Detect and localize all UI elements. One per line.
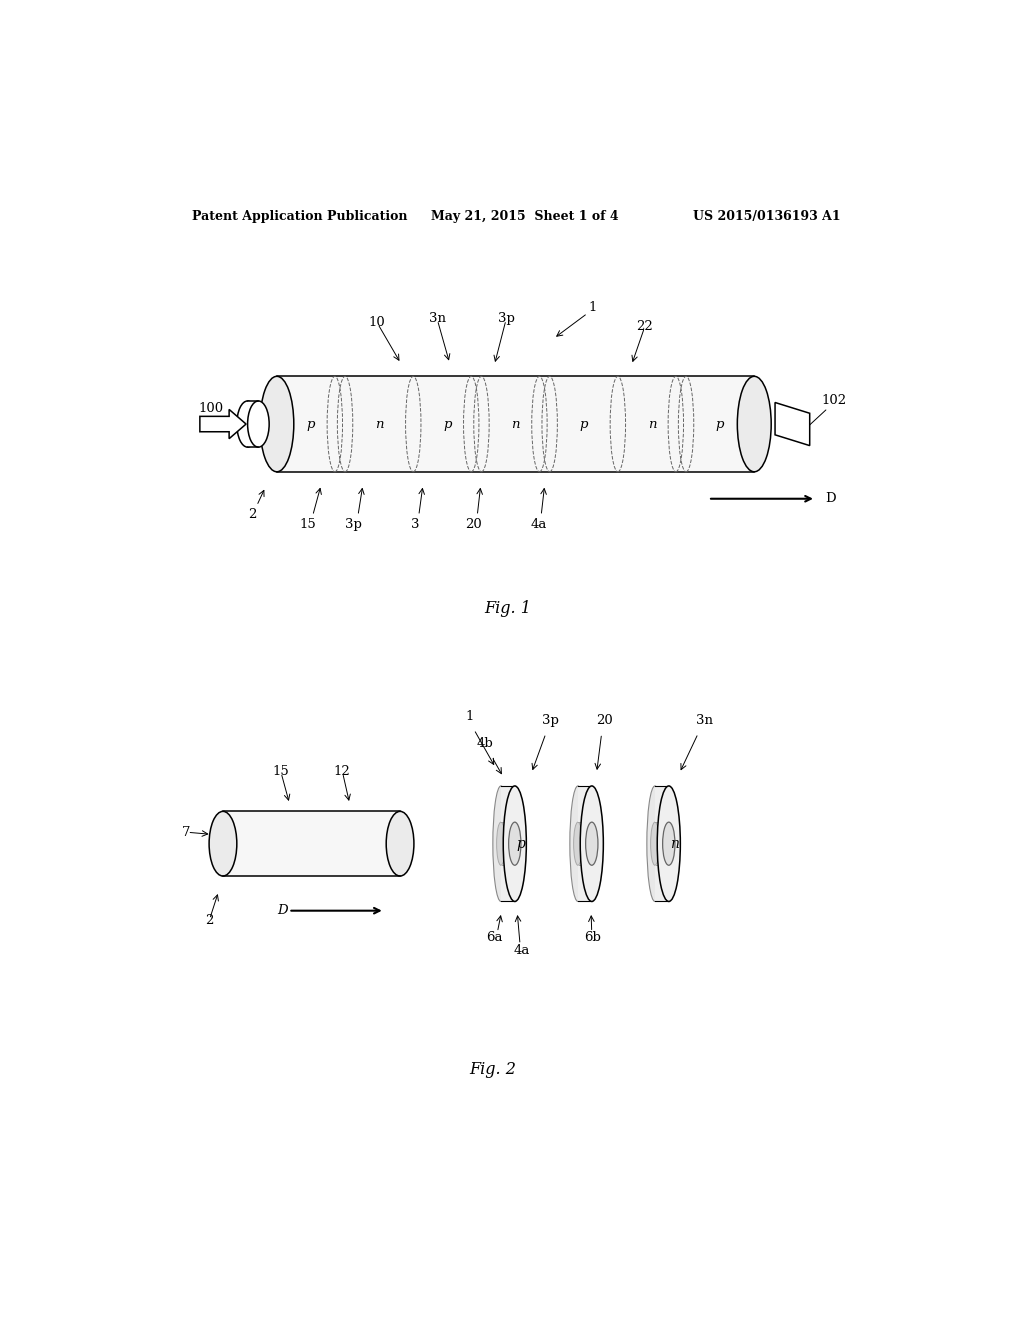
Text: 4b: 4b xyxy=(476,738,494,751)
Text: 4a: 4a xyxy=(513,944,529,957)
Text: 100: 100 xyxy=(198,403,223,416)
Text: Patent Application Publication: Patent Application Publication xyxy=(193,210,408,223)
Text: 2: 2 xyxy=(248,508,256,520)
Text: 3p: 3p xyxy=(498,312,515,325)
Bar xyxy=(501,785,515,822)
Ellipse shape xyxy=(497,822,505,866)
Polygon shape xyxy=(775,403,810,446)
Text: Fig. 1: Fig. 1 xyxy=(484,601,531,618)
Text: n: n xyxy=(375,417,383,430)
Text: 2: 2 xyxy=(205,915,213,927)
Ellipse shape xyxy=(248,401,269,447)
Ellipse shape xyxy=(260,376,294,471)
Text: 4a: 4a xyxy=(530,517,547,531)
Bar xyxy=(655,785,669,822)
Ellipse shape xyxy=(647,785,663,902)
Text: p: p xyxy=(716,417,724,430)
Text: 6b: 6b xyxy=(584,932,601,945)
Text: 3n: 3n xyxy=(428,312,445,325)
Bar xyxy=(248,401,258,447)
Bar xyxy=(655,866,669,902)
Text: n: n xyxy=(671,837,679,850)
Text: 22: 22 xyxy=(637,319,653,333)
Bar xyxy=(578,785,592,822)
Ellipse shape xyxy=(657,785,680,902)
Text: D: D xyxy=(276,904,288,917)
Text: 15: 15 xyxy=(299,517,316,531)
Ellipse shape xyxy=(573,822,583,866)
Ellipse shape xyxy=(237,401,258,447)
Text: 20: 20 xyxy=(596,714,612,727)
Text: 6a: 6a xyxy=(485,932,502,945)
Text: 12: 12 xyxy=(334,764,350,777)
Ellipse shape xyxy=(650,822,659,866)
Text: May 21, 2015  Sheet 1 of 4: May 21, 2015 Sheet 1 of 4 xyxy=(431,210,618,223)
Ellipse shape xyxy=(509,822,521,866)
Ellipse shape xyxy=(493,785,509,902)
Text: n: n xyxy=(511,417,520,430)
Text: 1: 1 xyxy=(589,301,597,314)
Text: p: p xyxy=(307,417,315,430)
Text: D: D xyxy=(825,492,836,506)
Ellipse shape xyxy=(386,812,414,876)
Text: p: p xyxy=(443,417,452,430)
Text: 7: 7 xyxy=(181,825,190,838)
Ellipse shape xyxy=(737,376,771,471)
Ellipse shape xyxy=(581,785,603,902)
Text: 10: 10 xyxy=(369,315,385,329)
Bar xyxy=(276,376,755,471)
Text: 15: 15 xyxy=(272,764,289,777)
Text: US 2015/0136193 A1: US 2015/0136193 A1 xyxy=(692,210,841,223)
Text: 20: 20 xyxy=(465,517,481,531)
Text: p: p xyxy=(580,417,588,430)
Text: 102: 102 xyxy=(822,395,847,408)
Ellipse shape xyxy=(503,785,526,902)
Bar xyxy=(223,812,400,876)
Text: 3p: 3p xyxy=(542,714,559,727)
Bar xyxy=(578,866,592,902)
Ellipse shape xyxy=(586,822,598,866)
Text: 3n: 3n xyxy=(695,714,713,727)
Ellipse shape xyxy=(569,785,586,902)
Bar xyxy=(501,866,515,902)
Polygon shape xyxy=(200,409,246,438)
Text: 3p: 3p xyxy=(345,517,362,531)
Ellipse shape xyxy=(663,822,675,866)
Ellipse shape xyxy=(209,812,237,876)
Text: n: n xyxy=(648,417,656,430)
Text: Fig. 2: Fig. 2 xyxy=(469,1061,516,1078)
Text: p: p xyxy=(516,837,525,850)
Text: 3: 3 xyxy=(412,517,420,531)
Text: 1: 1 xyxy=(465,710,473,723)
